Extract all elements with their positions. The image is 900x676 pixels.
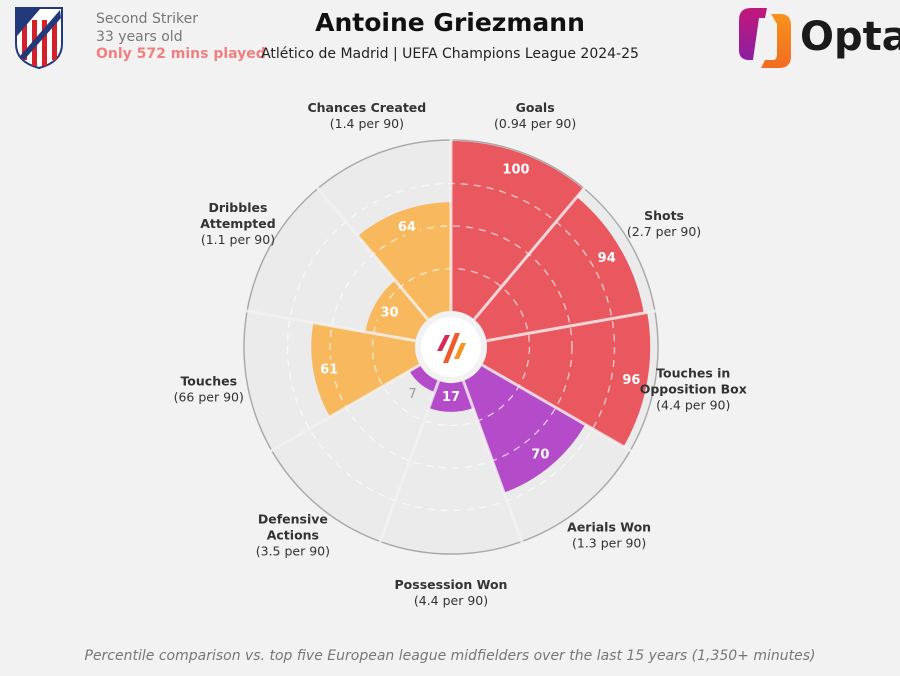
category-label: Attempted xyxy=(200,216,275,231)
value-label: 61 xyxy=(320,362,338,377)
value-label: 64 xyxy=(398,220,416,235)
category-label: Goals xyxy=(516,100,555,115)
value-label-bg xyxy=(618,369,645,388)
slice-divider xyxy=(316,186,430,321)
player-age: 33 years old xyxy=(96,29,183,45)
slice-divider xyxy=(481,363,632,453)
value-label-bg xyxy=(593,248,620,267)
category-per90: (1.4 per 90) xyxy=(330,116,404,131)
slice-divider xyxy=(486,309,657,343)
category-per90: (1.3 per 90) xyxy=(572,535,646,550)
slice-divider xyxy=(472,186,586,321)
category-label: Touches in xyxy=(656,366,730,381)
category-label: Shots xyxy=(644,208,684,223)
category-label: Possession Won xyxy=(395,577,508,592)
category-per90: (4.4 per 90) xyxy=(656,398,730,413)
value-bar xyxy=(451,141,584,320)
value-label: 17 xyxy=(442,390,460,405)
category-per90: (66 per 90) xyxy=(174,390,244,405)
polar-chart: 100 Goals(0.94 per 90) 94 Shots(2.7 per 90)… xyxy=(174,100,747,608)
value-bar xyxy=(357,202,451,320)
category-label: Opposition Box xyxy=(640,382,747,397)
value-bar xyxy=(409,365,439,393)
value-label: 94 xyxy=(598,251,616,266)
category-label: Dribbles xyxy=(208,200,267,215)
category-per90: (3.5 per 90) xyxy=(256,543,330,558)
category-per90: (2.7 per 90) xyxy=(627,224,701,239)
slice-divider xyxy=(461,380,524,543)
slice-divider xyxy=(270,363,421,453)
category-label: Aerials Won xyxy=(567,519,651,534)
value-label-bg xyxy=(438,386,464,405)
page-title: Antoine Griezmann xyxy=(315,8,585,37)
value-label-bg xyxy=(393,216,420,235)
footer-note: Percentile comparison vs. top five Europ… xyxy=(84,648,816,664)
background-slice xyxy=(272,365,439,541)
opta-brand: Opta xyxy=(800,14,900,60)
page-subtitle: Atlético de Madrid | UEFA Champions Leag… xyxy=(261,46,639,62)
slice-divider xyxy=(378,380,441,543)
value-bar xyxy=(311,322,420,417)
minutes-warning: Only 572 mins played xyxy=(96,46,266,62)
background-slice xyxy=(380,380,522,553)
category-label: Actions xyxy=(267,527,319,542)
slice-divider xyxy=(245,309,416,343)
grid-ring xyxy=(329,225,573,469)
category-label: Chances Created xyxy=(307,100,426,115)
category-per90: (0.94 per 90) xyxy=(494,116,576,131)
value-label-bg xyxy=(527,444,554,463)
category-per90: (1.1 per 90) xyxy=(201,232,275,247)
hub-logo-icon xyxy=(443,333,460,363)
category-label: Touches xyxy=(180,374,237,389)
value-label: 30 xyxy=(380,306,398,321)
value-bar xyxy=(482,312,651,447)
hub-logo-icon xyxy=(437,335,450,351)
value-label-bg xyxy=(316,359,343,378)
category-per90: (4.4 per 90) xyxy=(414,593,488,608)
value-label-bg xyxy=(376,302,403,321)
value-label: 96 xyxy=(622,373,640,388)
hub-logo-icon xyxy=(454,343,466,359)
value-label-bg xyxy=(498,159,534,178)
value-label: 70 xyxy=(531,447,549,462)
category-label: Defensive xyxy=(258,511,328,526)
club-crest-icon xyxy=(15,7,63,70)
player-position: Second Striker xyxy=(96,11,198,27)
value-label: 7 xyxy=(408,387,416,402)
opta-logo-icon xyxy=(739,8,791,68)
value-label: 100 xyxy=(502,162,529,177)
